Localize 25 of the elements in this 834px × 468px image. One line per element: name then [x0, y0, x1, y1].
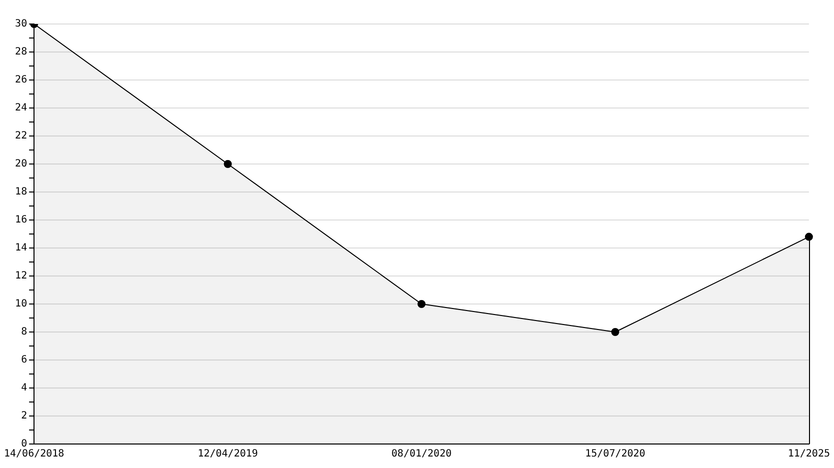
y-tick-label: 4 [21, 382, 28, 394]
y-tick-label: 28 [15, 46, 28, 58]
y-tick-label: 8 [21, 326, 28, 338]
point [611, 328, 620, 336]
y-tick-label: 16 [15, 214, 28, 226]
x-tick-label: 15/07/2020 [585, 448, 646, 460]
point [804, 232, 813, 241]
point [418, 300, 426, 308]
y-tick-label: 14 [15, 242, 28, 254]
y-tick-label: 24 [15, 102, 28, 114]
y-tick-label: 18 [15, 186, 28, 198]
y-tick-label: 12 [15, 270, 28, 282]
y-tick-label: 22 [15, 130, 28, 142]
y-tick-label: 26 [15, 74, 28, 86]
x-tick-label: 14/06/2018 [4, 448, 64, 460]
x-tick-label: 08/01/2020 [391, 448, 452, 460]
point [224, 160, 232, 168]
y-tick-label: 30 [15, 18, 28, 30]
x-tick-label: 12/04/2019 [198, 448, 258, 460]
y-tick-label: 0 [21, 438, 28, 450]
x-tick-label: 11/2025 [788, 448, 830, 460]
y-tick-label: 10 [15, 298, 28, 310]
y-tick-label: 2 [21, 410, 28, 422]
y-tick-label: 6 [21, 354, 28, 366]
y-tick-label: 20 [15, 158, 28, 170]
